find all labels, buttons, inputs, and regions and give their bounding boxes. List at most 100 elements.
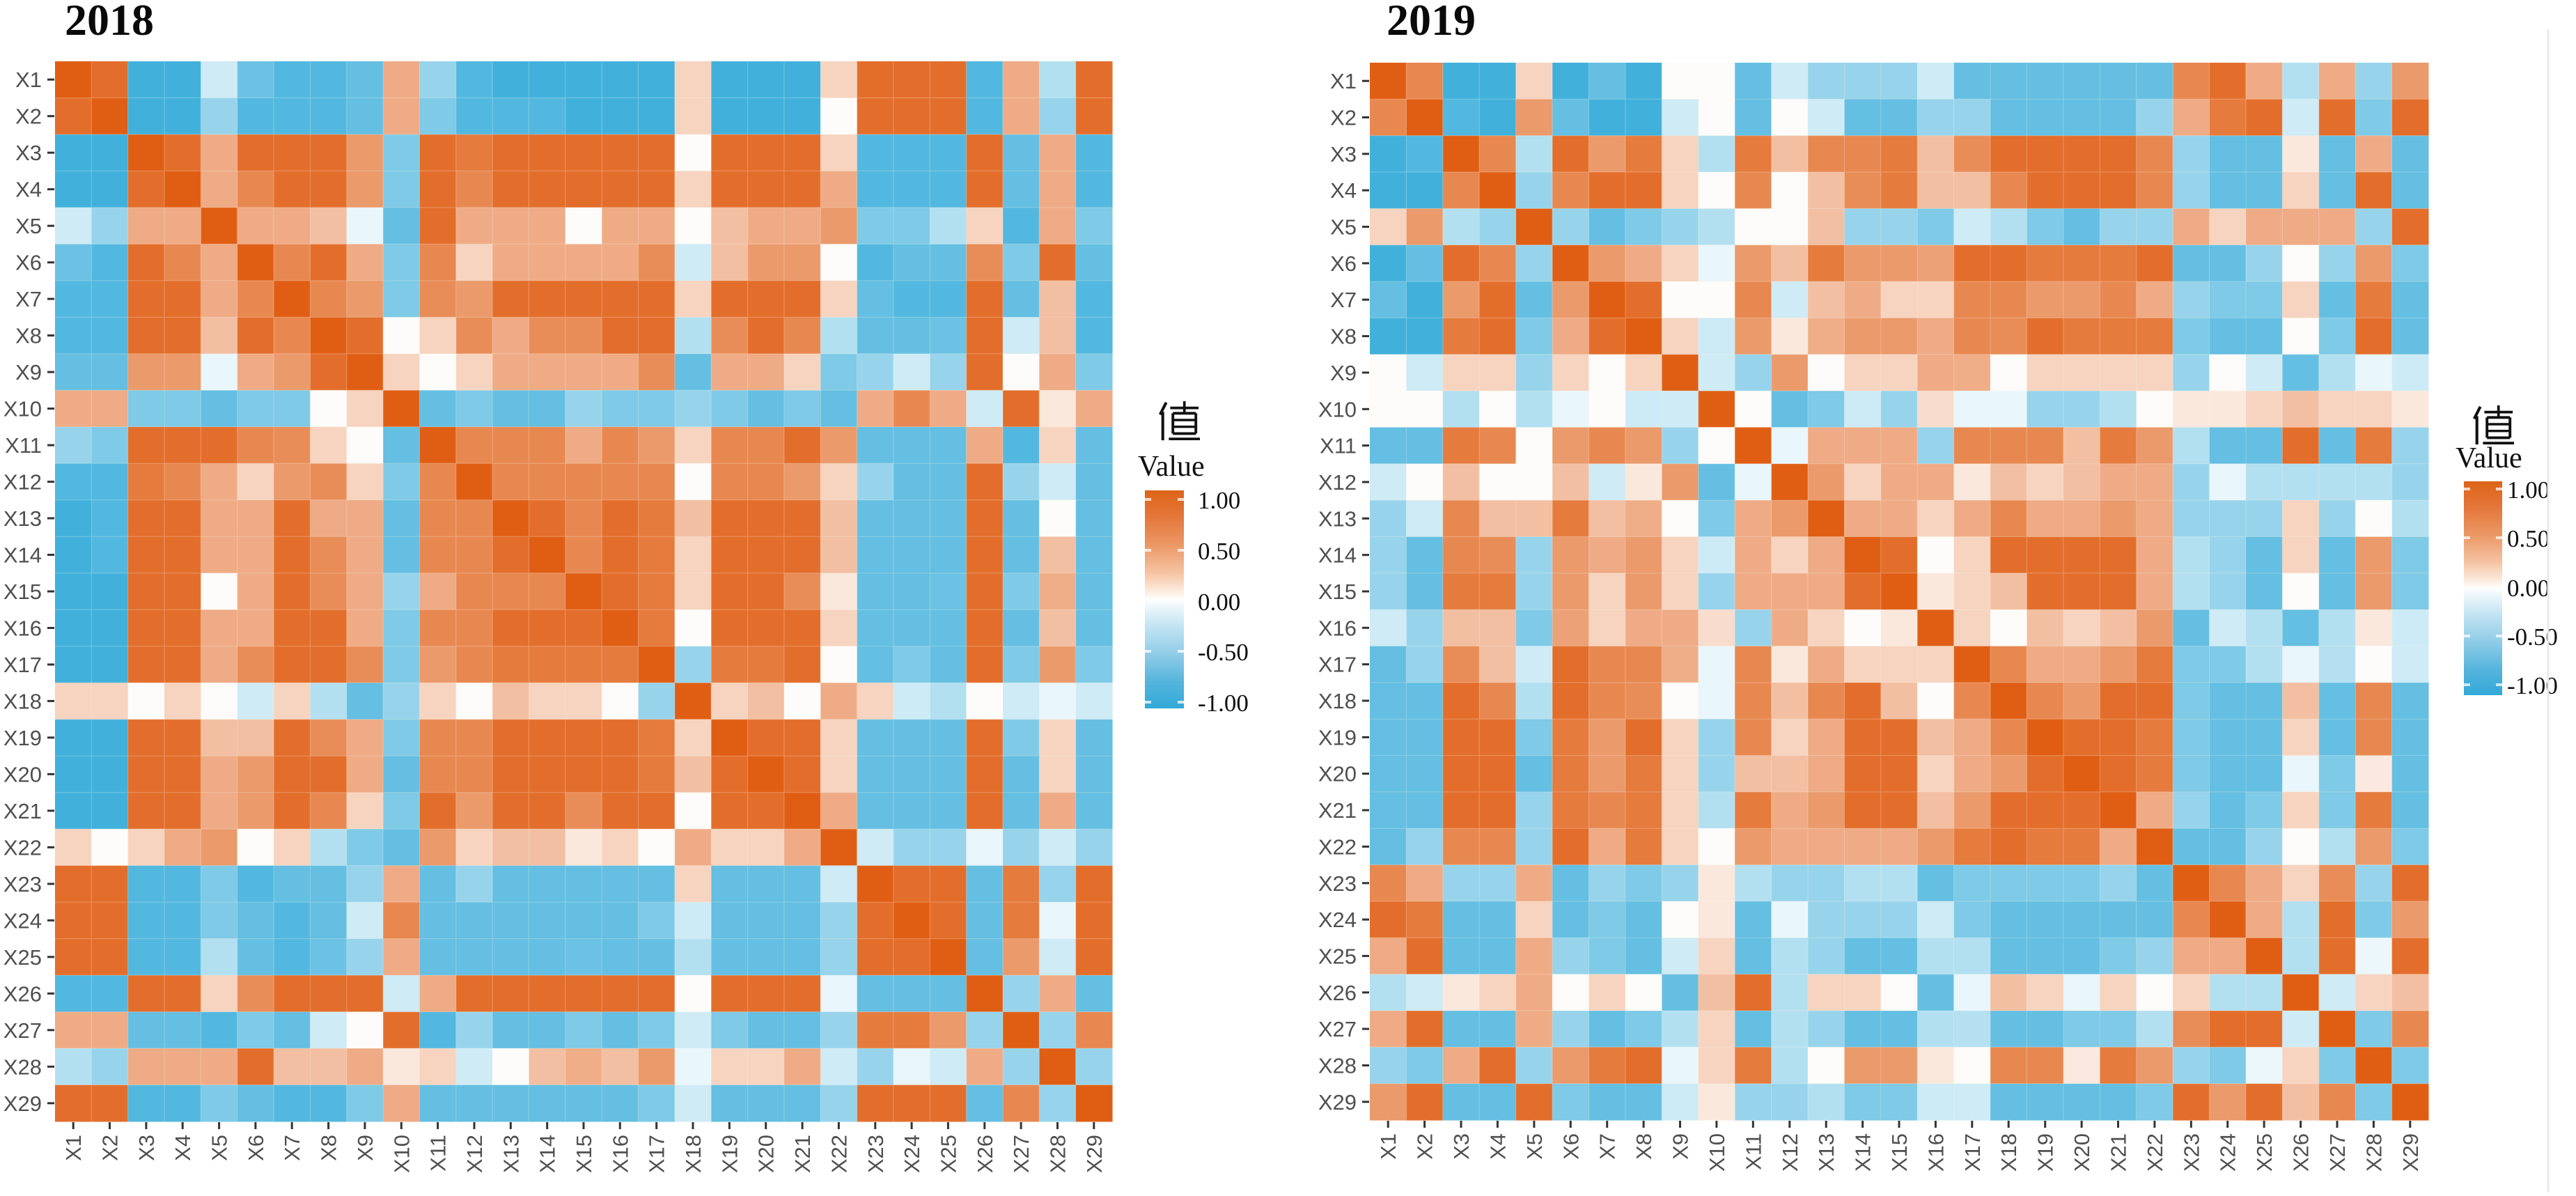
svg-text:X6: X6	[1330, 251, 1357, 276]
svg-text:X3: X3	[15, 141, 42, 165]
svg-text:X1: X1	[61, 1135, 86, 1161]
svg-text:X12: X12	[3, 470, 42, 495]
svg-text:X25: X25	[2252, 1133, 2277, 1172]
svg-text:X3: X3	[134, 1135, 159, 1161]
svg-text:X2: X2	[15, 104, 42, 129]
svg-text:1.00: 1.00	[2507, 476, 2550, 504]
svg-text:X27: X27	[3, 1018, 42, 1043]
svg-text:X24: X24	[2216, 1133, 2240, 1172]
svg-text:X15: X15	[3, 580, 42, 604]
svg-text:X24: X24	[900, 1135, 924, 1173]
svg-text:X22: X22	[3, 835, 42, 860]
svg-text:X19: X19	[3, 726, 42, 750]
svg-text:X17: X17	[1318, 653, 1357, 677]
svg-text:-0.50: -0.50	[1198, 639, 1249, 666]
svg-text:X7: X7	[15, 287, 42, 311]
svg-text:X15: X15	[1318, 580, 1357, 604]
svg-text:X22: X22	[2143, 1133, 2167, 1172]
svg-text:X11: X11	[5, 433, 42, 458]
svg-text:0.00: 0.00	[2507, 575, 2550, 602]
svg-text:X9: X9	[353, 1135, 377, 1161]
svg-text:X21: X21	[2107, 1133, 2131, 1172]
svg-text:0.50: 0.50	[1198, 538, 1240, 565]
svg-text:X10: X10	[3, 397, 42, 421]
svg-text:X7: X7	[1595, 1133, 1620, 1160]
svg-text:2019: 2019	[1387, 0, 1476, 45]
svg-text:X29: X29	[1082, 1135, 1107, 1173]
svg-text:X12: X12	[1778, 1133, 1802, 1172]
svg-text:X2: X2	[1413, 1133, 1437, 1160]
svg-text:X8: X8	[1330, 325, 1357, 349]
svg-text:X23: X23	[3, 872, 42, 896]
svg-text:X17: X17	[645, 1135, 669, 1173]
svg-text:X16: X16	[1318, 616, 1357, 640]
svg-text:X5: X5	[208, 1135, 232, 1161]
svg-text:-1.00: -1.00	[1198, 690, 1249, 717]
svg-text:X11: X11	[1741, 1133, 1765, 1170]
svg-text:X19: X19	[717, 1135, 742, 1173]
svg-text:X15: X15	[1887, 1133, 1912, 1172]
svg-text:X29: X29	[1318, 1090, 1357, 1115]
svg-text:X13: X13	[499, 1135, 523, 1173]
svg-text:0.50: 0.50	[2507, 525, 2550, 552]
svg-text:X1: X1	[1376, 1133, 1400, 1160]
svg-text:X25: X25	[1318, 944, 1357, 968]
svg-text:X21: X21	[1318, 798, 1357, 823]
svg-text:X10: X10	[389, 1135, 414, 1173]
svg-text:X3: X3	[1449, 1133, 1474, 1160]
svg-text:X23: X23	[864, 1135, 888, 1173]
svg-text:-1.00: -1.00	[2507, 672, 2558, 699]
svg-text:X18: X18	[3, 689, 42, 713]
svg-text:X20: X20	[1318, 762, 1357, 786]
svg-text:X20: X20	[754, 1135, 779, 1173]
svg-text:X12: X12	[462, 1135, 487, 1173]
svg-text:X16: X16	[3, 616, 42, 641]
svg-text:X17: X17	[1960, 1133, 1985, 1172]
svg-text:X18: X18	[1997, 1133, 2021, 1172]
svg-text:X1: X1	[1330, 69, 1357, 93]
svg-text:X28: X28	[2362, 1133, 2386, 1172]
svg-text:2018: 2018	[65, 0, 154, 45]
svg-text:X22: X22	[827, 1135, 851, 1173]
svg-text:X28: X28	[3, 1055, 42, 1079]
svg-text:X12: X12	[1318, 470, 1357, 495]
svg-text:X29: X29	[3, 1092, 42, 1116]
svg-text:X9: X9	[1669, 1133, 1693, 1160]
svg-text:X28: X28	[1318, 1054, 1357, 1078]
svg-text:X4: X4	[171, 1135, 195, 1161]
svg-text:X21: X21	[790, 1135, 815, 1173]
svg-text:X27: X27	[1009, 1135, 1033, 1173]
svg-text:X18: X18	[681, 1135, 705, 1173]
svg-text:X13: X13	[1814, 1133, 1839, 1172]
svg-text:X10: X10	[1705, 1133, 1729, 1172]
svg-text:X20: X20	[3, 762, 42, 786]
svg-text:X15: X15	[572, 1135, 596, 1173]
svg-text:X14: X14	[1851, 1133, 1875, 1172]
svg-text:X16: X16	[608, 1135, 632, 1173]
svg-text:X6: X6	[1559, 1133, 1583, 1160]
svg-text:X26: X26	[2289, 1133, 2313, 1172]
svg-text:X6: X6	[15, 251, 42, 275]
svg-text:X24: X24	[3, 908, 42, 933]
svg-text:X7: X7	[1330, 288, 1357, 312]
svg-text:X11: X11	[426, 1135, 451, 1172]
svg-text:X20: X20	[2070, 1133, 2094, 1172]
svg-text:X26: X26	[3, 981, 42, 1006]
svg-text:X19: X19	[2034, 1133, 2058, 1172]
svg-text:0.00: 0.00	[1198, 589, 1240, 616]
svg-text:X4: X4	[1485, 1133, 1510, 1160]
svg-text:X28: X28	[1046, 1135, 1070, 1173]
svg-text:X16: X16	[1923, 1133, 1948, 1172]
svg-text:X19: X19	[1318, 725, 1357, 750]
svg-text:X27: X27	[2325, 1133, 2350, 1172]
svg-text:X8: X8	[15, 324, 42, 348]
svg-text:X14: X14	[1318, 543, 1357, 568]
svg-text:X2: X2	[98, 1135, 123, 1161]
svg-text:-0.50: -0.50	[2507, 623, 2558, 651]
svg-text:X17: X17	[3, 653, 42, 677]
svg-text:X10: X10	[1318, 397, 1357, 421]
svg-text:X9: X9	[15, 360, 42, 385]
svg-text:X26: X26	[973, 1135, 997, 1173]
svg-text:X7: X7	[280, 1135, 304, 1161]
svg-text:X14: X14	[3, 543, 42, 568]
